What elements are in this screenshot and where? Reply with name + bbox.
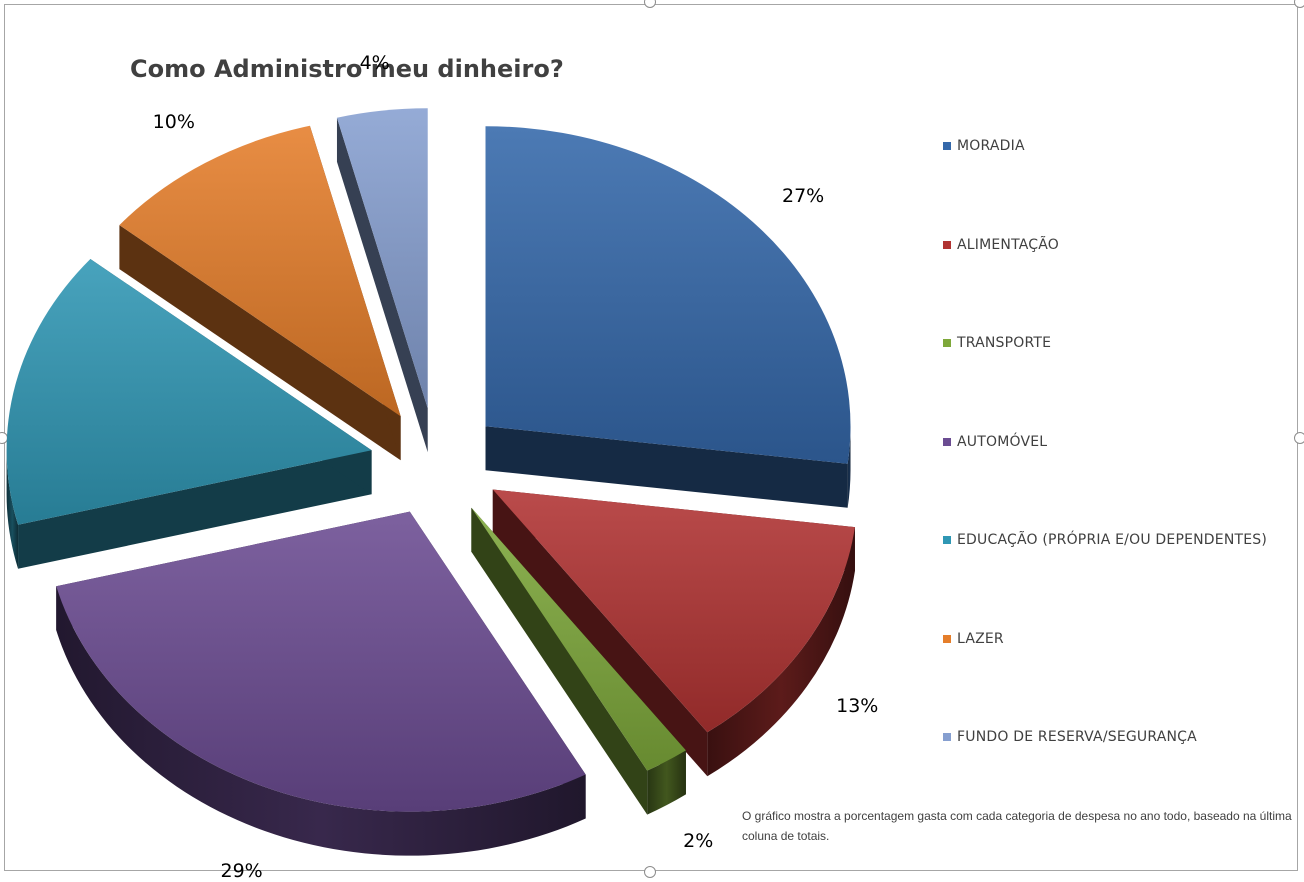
slice-side-alimentacao: [707, 527, 855, 777]
legend-label: ALIMENTAÇÃO: [957, 236, 1060, 253]
legend-swatch: [943, 240, 951, 249]
legend-label: MORADIA: [957, 138, 1025, 154]
slice-side-automovel: [56, 586, 586, 856]
chart-title: Como Administro meu dinheiro?: [130, 55, 564, 83]
slice-moradia[interactable]: [485, 126, 851, 508]
legend-label: LAZER: [957, 630, 1004, 647]
slice-top-fundo-de-reserva-seguranca: [336, 108, 428, 409]
slice-alimentacao[interactable]: [492, 489, 855, 777]
legend-swatch: [943, 142, 951, 150]
slice-top-lazer: [119, 125, 401, 417]
data-label-transporte: 2%: [683, 830, 714, 853]
legend-item-educacao-propria-e-ou-dependentes[interactable]: EDUCAÇÃO (PRÓPRIA E/OU DEPENDENTES): [943, 532, 1267, 548]
legend-item-automovel[interactable]: AUTOMÓVEL: [943, 434, 1047, 450]
slice-transporte[interactable]: [471, 507, 686, 815]
slice-fundo-de-reserva-seguranca[interactable]: [336, 108, 428, 453]
slice-automovel[interactable]: [56, 511, 586, 856]
footnote: O gráfico mostra a porcentagem gasta com…: [742, 809, 1292, 843]
slice-wall-start-fundo-de-reserva-seguranca: [336, 117, 428, 453]
slice-side-educacao-propria-e-ou-dependentes: [6, 450, 19, 569]
legend-label: EDUCAÇÃO (PRÓPRIA E/OU DEPENDENTES): [957, 532, 1268, 548]
slice-lazer[interactable]: [119, 125, 401, 461]
slice-side-transporte: [647, 750, 686, 815]
legend-item-transporte[interactable]: TRANSPORTE: [943, 335, 1051, 351]
legend-swatch: [943, 733, 951, 741]
legend-swatch: [943, 634, 951, 643]
data-label-alimentacao: 13%: [836, 695, 879, 718]
slice-wall-end-alimentacao: [492, 489, 708, 777]
slice-top-educacao-propria-e-ou-dependentes: [6, 258, 372, 525]
slice-side-moradia: [847, 426, 851, 508]
resize-handle-top[interactable]: [644, 0, 656, 8]
data-label-automovel: 29%: [220, 859, 263, 882]
slice-wall-end-transporte: [471, 507, 648, 815]
legend-swatch: [943, 437, 951, 446]
data-label-fundo-de-reserva-seguranca: 4%: [359, 52, 390, 75]
legend-swatch: [943, 339, 951, 347]
legend-item-alimentacao[interactable]: ALIMENTAÇÃO: [943, 237, 1059, 253]
legend-label: AUTOMÓVEL: [957, 433, 1048, 450]
legend-item-moradia[interactable]: MORADIA: [943, 138, 1025, 154]
resize-handle-top-right[interactable]: [1294, 0, 1304, 8]
slice-top-transporte: [471, 507, 686, 771]
legend-swatch: [943, 536, 951, 544]
slice-educacao-propria-e-ou-dependentes[interactable]: [6, 258, 372, 569]
slice-wall-start-lazer: [119, 225, 401, 461]
legend-item-lazer[interactable]: LAZER: [943, 631, 1004, 647]
slice-top-alimentacao: [492, 489, 855, 733]
resize-handle-right[interactable]: [1294, 432, 1304, 444]
legend-label: TRANSPORTE: [957, 335, 1052, 351]
data-label-lazer: 10%: [152, 111, 195, 134]
slice-top-moradia: [485, 126, 851, 464]
data-label-moradia: 27%: [781, 185, 825, 208]
slice-top-automovel: [56, 511, 586, 812]
slice-wall-start-educacao-propria-e-ou-dependentes: [18, 450, 372, 569]
slice-wall-end-moradia: [485, 426, 848, 508]
legend-label: FUNDO DE RESERVA/SEGURANÇA: [957, 729, 1197, 745]
legend-item-fundo-de-reserva-seguranca[interactable]: FUNDO DE RESERVA/SEGURANÇA: [943, 729, 1197, 745]
